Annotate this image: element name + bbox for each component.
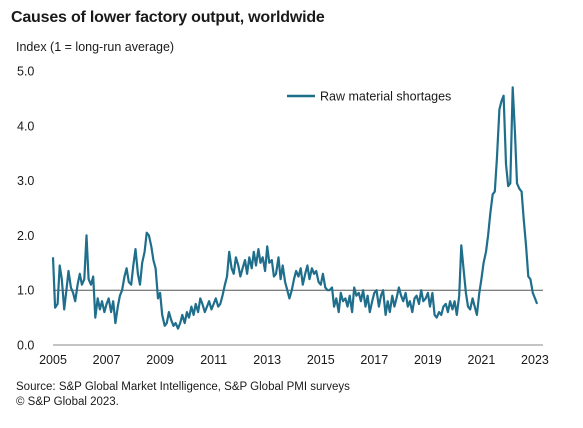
y-tick-label: 4.0 — [17, 119, 34, 133]
legend-label: Raw material shortages — [320, 90, 451, 104]
x-tick-label: 2011 — [200, 353, 227, 367]
x-tick-label: 2019 — [414, 353, 442, 367]
y-tick-label: 1.0 — [17, 284, 34, 298]
x-tick-label: 2015 — [307, 353, 335, 367]
x-tick-label: 2005 — [39, 353, 67, 367]
source-note: Source: S&P Global Market Intelligence, … — [16, 381, 350, 393]
copyright-note: © S&P Global 2023. — [16, 396, 119, 408]
x-tick-label: 2021 — [468, 353, 496, 367]
y-tick-label: 3.0 — [17, 174, 34, 188]
y-axis-ticks: 0.0 1.0 2.0 3.0 4.0 5.0 — [17, 65, 34, 353]
x-tick-label: 2007 — [93, 353, 121, 367]
chart-title: Causes of lower factory output, worldwid… — [11, 9, 325, 26]
x-axis-ticks: 2005 2007 2009 2011 2013 2015 2017 2019 2021 2023 — [39, 353, 549, 367]
y-tick-label: 2.0 — [17, 229, 34, 243]
y-tick-label: 5.0 — [17, 65, 34, 79]
x-tick-label: 2009 — [146, 353, 174, 367]
x-tick-label: 2023 — [521, 353, 549, 367]
y-axis-label: Index (1 = long-run average) — [16, 40, 175, 54]
legend: Raw material shortages — [287, 90, 451, 104]
series-line-raw-material-shortages — [51, 86, 539, 330]
y-tick-label: 0.0 — [17, 339, 34, 353]
x-tick-label: 2013 — [253, 353, 281, 367]
x-tick-label: 2017 — [360, 353, 388, 367]
